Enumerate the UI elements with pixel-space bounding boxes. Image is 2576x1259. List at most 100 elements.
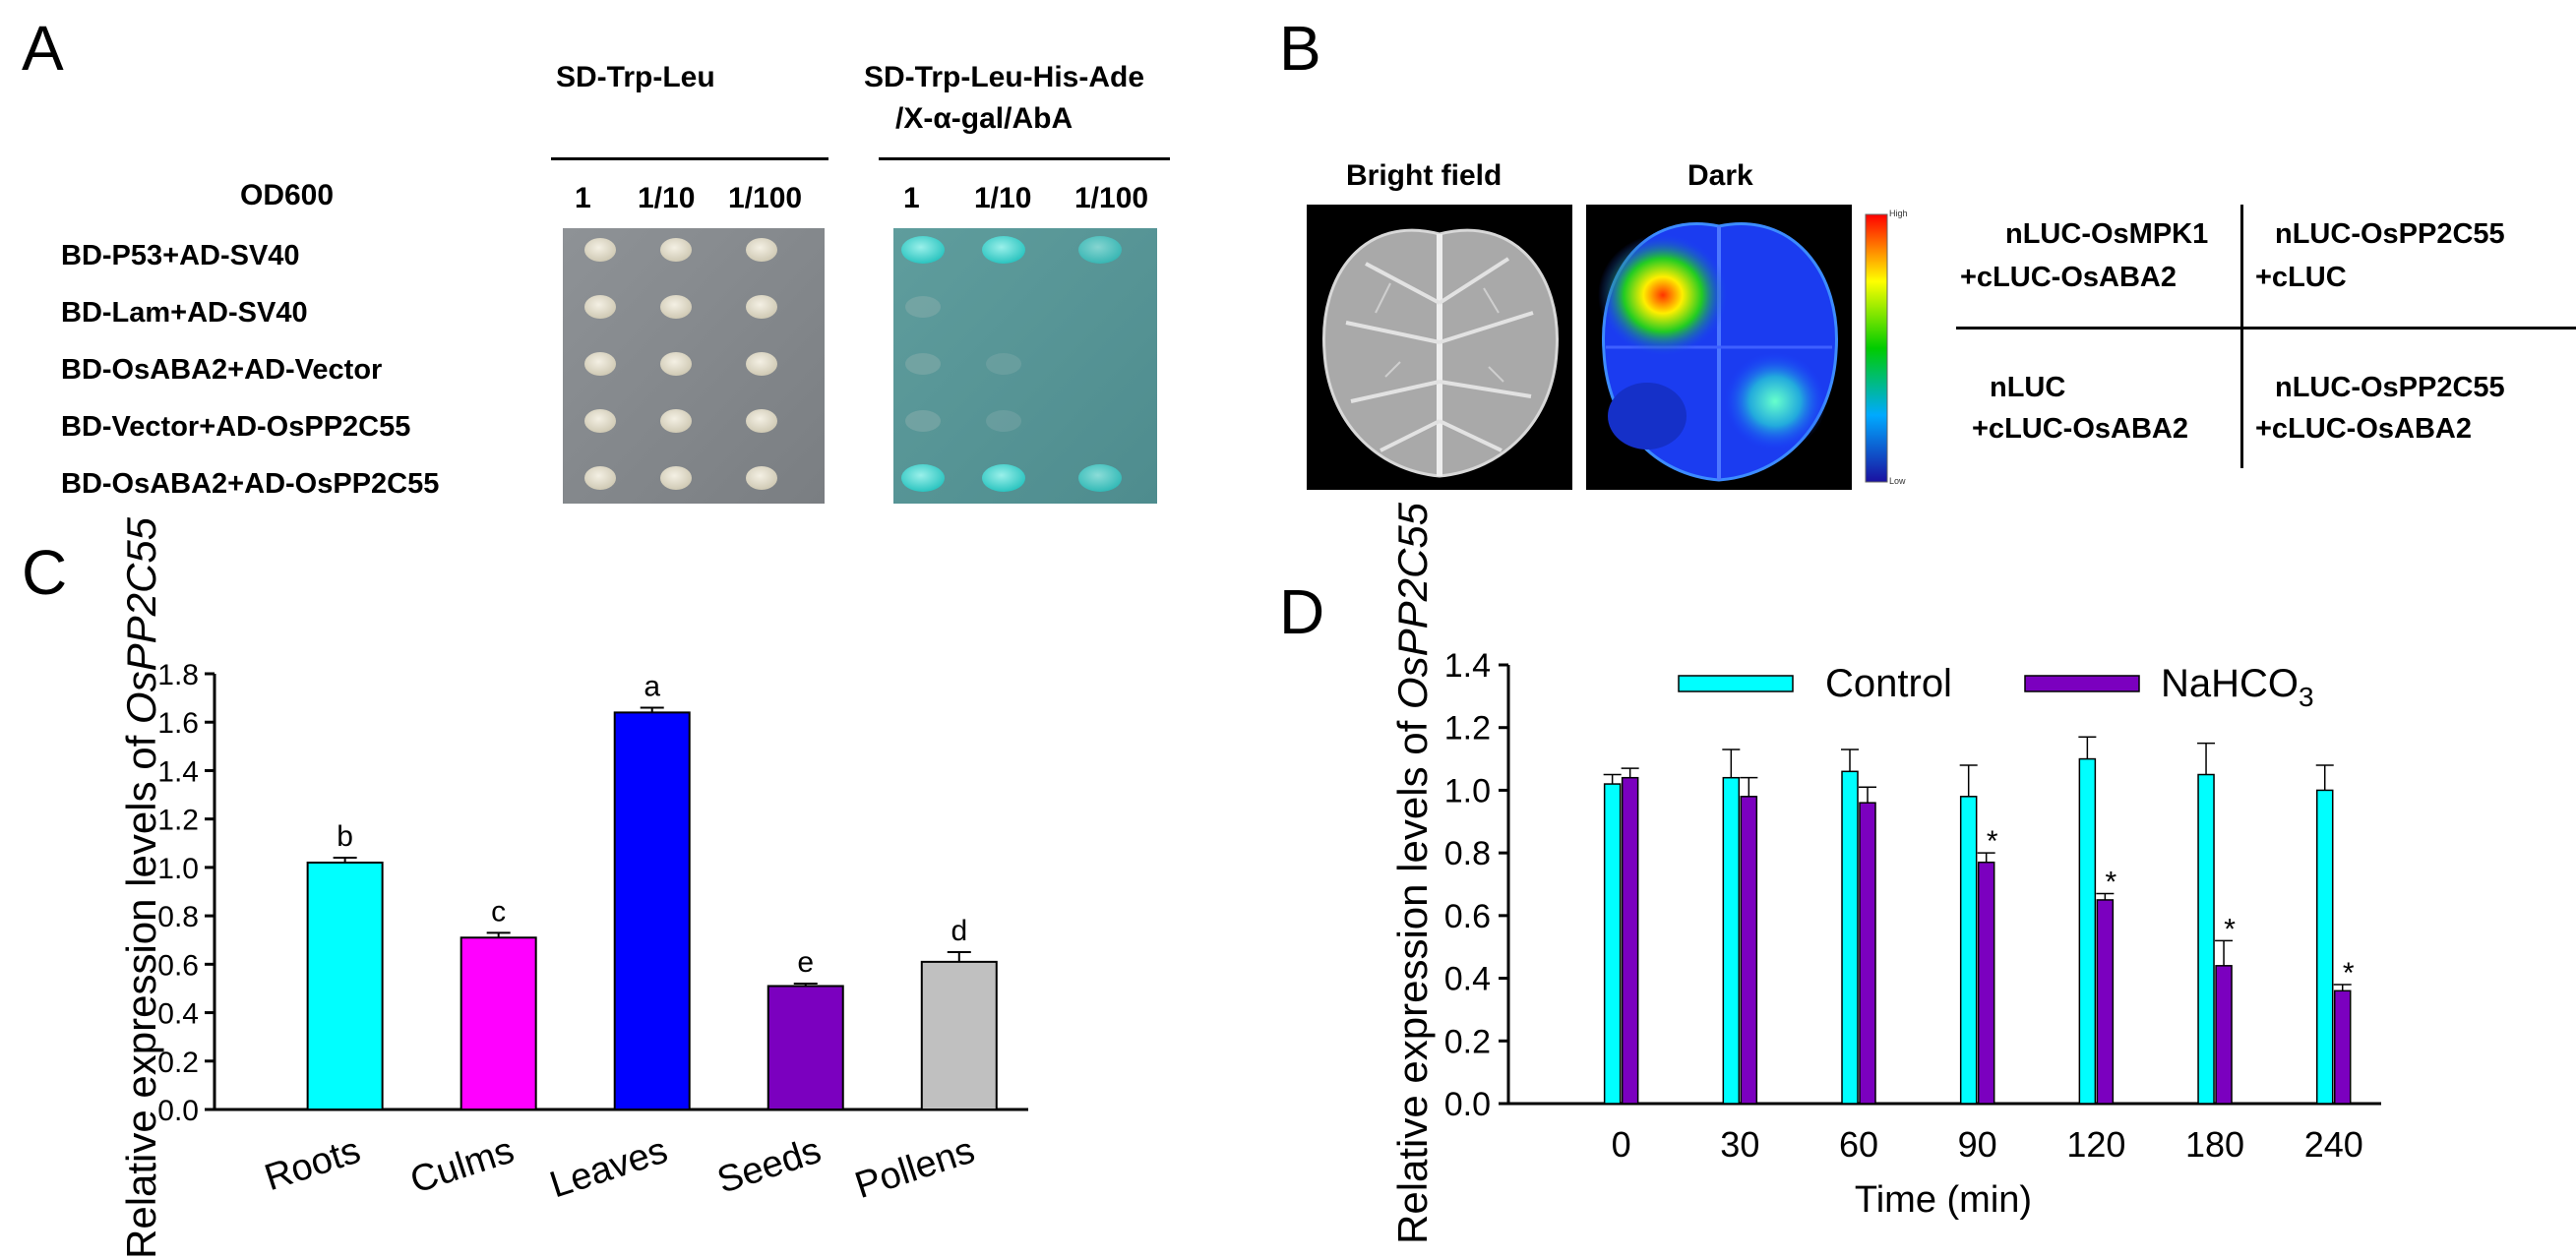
dilution-sd4-1: 1 [903, 182, 920, 214]
dilution-sd4-2: 1/10 [974, 182, 1032, 214]
quad-top-left-line2: +cLUC-OsABA2 [1960, 262, 2177, 293]
row-label-2: BD-Lam+AD-SV40 [61, 297, 308, 329]
colony-sd2-r4-c3 [746, 409, 777, 433]
sd4-plate [893, 228, 1157, 504]
c-bar-pollens [920, 960, 998, 1110]
quad-bottom-left-line1: nLUC [1990, 372, 2066, 403]
luminescence-scale-bar: High Low [1865, 209, 1908, 486]
d-bar-nahco3-90 [1977, 861, 1995, 1105]
colony-sd2-r5-c2 [660, 466, 692, 490]
quadrant-horizontal-line [1956, 327, 2576, 330]
d-xtick-label: 240 [2304, 1124, 2363, 1165]
scale-low-label: Low [1889, 476, 1906, 486]
c-sig-letter: b [337, 820, 353, 853]
d-bar-control-0 [1603, 783, 1622, 1105]
d-ytick-label: 1.2 [1444, 710, 1491, 748]
colony-sd4-r2-c1 [905, 296, 941, 318]
panel-label-c: C [22, 537, 68, 608]
d-bar-nahco3-0 [1621, 776, 1639, 1105]
c-bar-culms [460, 936, 537, 1110]
colony-sd4-r5-c1 [901, 464, 945, 492]
panel-b: Bright field Dark [1279, 0, 2576, 521]
d-bar-nahco3-30 [1740, 796, 1758, 1105]
d-ytick-label: 1.4 [1444, 647, 1491, 685]
colony-sd2-r4-c1 [584, 409, 616, 433]
scale-high-label: High [1889, 209, 1908, 218]
d-sig-star: * [2224, 913, 2236, 945]
quad-bottom-left-line2: +cLUC-OsABA2 [1972, 413, 2188, 445]
d-ytick-label: 0.0 [1444, 1086, 1491, 1123]
c-ytick-label: 1.8 [157, 659, 199, 691]
colony-sd4-r5-c2 [982, 464, 1025, 492]
d-ytick-label: 0.2 [1444, 1023, 1491, 1060]
sd4-title-line2: /X-α-gal/AbA [895, 102, 1073, 135]
c-sig-letter: a [644, 670, 660, 702]
d-ytick-label: 0.8 [1444, 835, 1491, 872]
d-ytick-label: 0.6 [1444, 898, 1491, 935]
d-bar-control-120 [2078, 757, 2097, 1105]
colony-sd2-r2-c2 [660, 295, 692, 319]
c-ytick-label: 0.8 [157, 901, 199, 933]
d-bar-nahco3-120 [2096, 899, 2115, 1105]
c-sig-letter: d [951, 915, 967, 947]
quad-bottom-right-line1: nLUC-OsPP2C55 [2275, 372, 2505, 403]
sd2-divider [551, 157, 828, 160]
colony-sd4-r3-c1 [905, 353, 941, 375]
c-bar-roots [306, 861, 384, 1111]
c-ytick-label: 1.4 [157, 755, 199, 788]
c-ytick-label: 1.2 [157, 805, 199, 837]
d-xtick-label: 30 [1720, 1124, 1759, 1165]
colony-sd4-r4-c1 [905, 410, 941, 432]
panel-label-b: B [1279, 13, 1321, 84]
c-sig-letter: c [491, 895, 506, 928]
d-bar-control-90 [1959, 796, 1978, 1105]
colony-sd2-r5-c3 [746, 466, 777, 490]
colony-sd4-r4-c2 [986, 410, 1021, 432]
c-ytick-label: 0.6 [157, 949, 199, 982]
d-xaxis-title: Time (min) [1855, 1179, 2032, 1221]
panel-a: SD-Trp-Leu SD-Trp-Leu-His-Ade /X-α-gal/A… [0, 0, 1240, 521]
colony-sd2-r3-c1 [584, 352, 616, 376]
dilution-sd2-3: 1/100 [728, 182, 803, 214]
d-xtick-label: 180 [2185, 1124, 2244, 1165]
c-sig-letter: e [797, 946, 814, 979]
quad-top-right-line2: +cLUC [2255, 262, 2347, 293]
d-sig-star: * [2343, 957, 2355, 989]
d-bar-control-240 [2315, 789, 2334, 1105]
d-xtick-label: 60 [1839, 1124, 1878, 1165]
colony-sd2-r1-c1 [584, 238, 616, 262]
row-label-3: BD-OsABA2+AD-Vector [61, 354, 383, 386]
quad-top-left-line1: nLUC-OsMPK1 [2005, 218, 2209, 250]
colony-sd2-r2-c3 [746, 295, 777, 319]
colony-sd4-r5-c3 [1078, 464, 1122, 492]
dilution-sd2-2: 1/10 [638, 182, 696, 214]
sd4-divider [879, 157, 1170, 160]
sd2-plate [563, 228, 825, 504]
dark-luciferase-image [1586, 205, 1852, 490]
panel-label-a: A [22, 13, 64, 84]
quadrant-vertical-line [2240, 205, 2243, 468]
d-ytick-label: 1.0 [1444, 772, 1491, 809]
c-bar-leaves [613, 711, 691, 1111]
colony-sd4-r3-c2 [986, 353, 1021, 375]
colony-sd2-r2-c1 [584, 295, 616, 319]
d-sig-star: * [1987, 825, 1998, 858]
row-label-4: BD-Vector+AD-OsPP2C55 [61, 411, 411, 443]
d-legend-swatch-nahco3 [2024, 675, 2140, 692]
d-legend-label-control: Control [1825, 662, 1952, 705]
c-ytick-label: 0.0 [157, 1095, 199, 1127]
d-bar-control-60 [1841, 770, 1859, 1105]
c-ytick-label: 1.6 [157, 707, 199, 740]
d-legend-swatch-control [1678, 675, 1794, 692]
dilution-sd4-3: 1/100 [1074, 182, 1149, 214]
d-sig-star: * [2106, 867, 2117, 899]
sd2-title: SD-Trp-Leu [556, 61, 715, 93]
c-ytick-label: 0.2 [157, 1047, 199, 1079]
bright-field-label: Bright field [1346, 159, 1503, 192]
colony-sd4-r1-c1 [901, 236, 945, 264]
d-xtick-label: 120 [2066, 1124, 2125, 1165]
d-xtick-label: 0 [1612, 1124, 1631, 1165]
d-bar-control-30 [1722, 776, 1741, 1105]
d-xtick-label: 90 [1958, 1124, 1997, 1165]
d-bar-control-180 [2197, 773, 2215, 1105]
